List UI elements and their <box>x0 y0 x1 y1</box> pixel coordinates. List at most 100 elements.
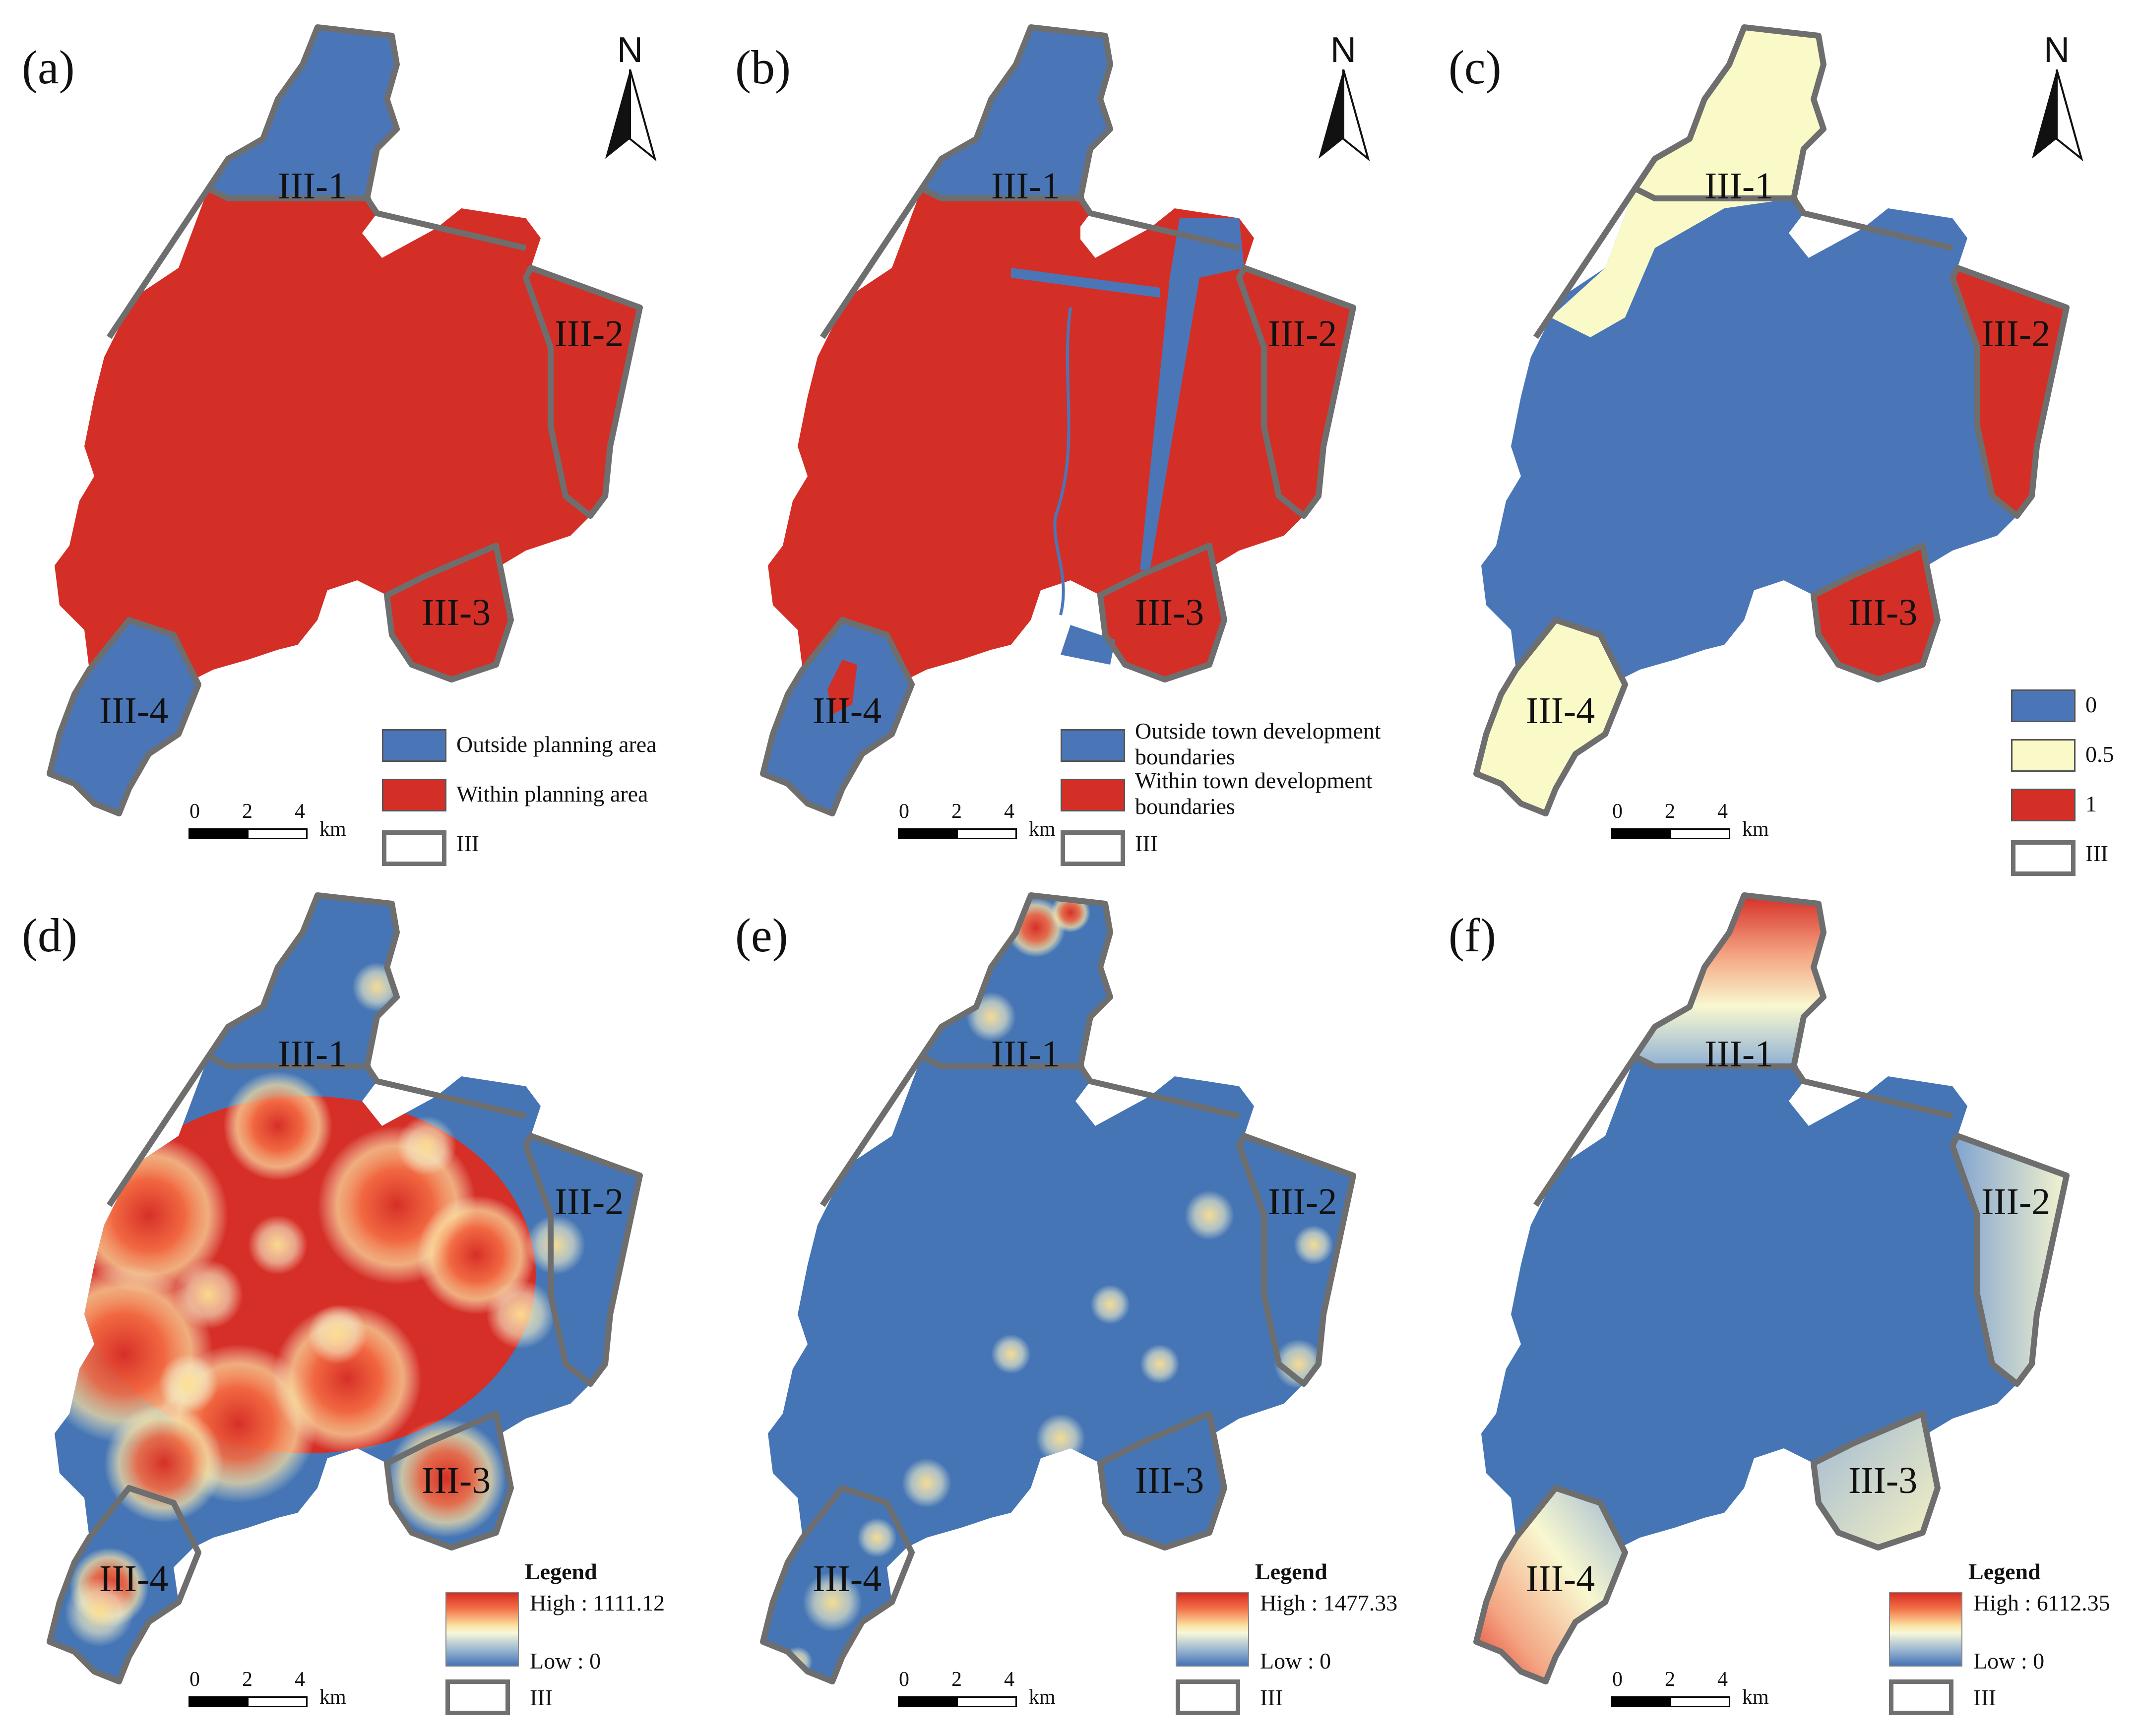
legend-high-label: High : 1111.12 <box>530 1590 665 1615</box>
north-label: N <box>617 30 643 70</box>
legend-swatch <box>382 779 446 811</box>
scale-segment <box>956 828 1017 839</box>
panel-label: (e) <box>735 909 788 962</box>
zone-label: III-2 <box>1981 313 2051 355</box>
map-canvas <box>1473 24 2070 816</box>
warm-spot <box>64 1577 134 1647</box>
legend-label: 0 <box>2085 692 2097 717</box>
warm-spot <box>1185 1190 1234 1240</box>
legend-swatch <box>2011 739 2076 772</box>
zone-label: III-4 <box>1526 1558 1595 1600</box>
zone-label: III-3 <box>1848 1460 1918 1501</box>
scale-segment <box>1670 1696 1730 1707</box>
gradient-zone <box>1476 1488 1625 1681</box>
warm-spot <box>902 1458 951 1508</box>
zone-boundary <box>523 265 643 519</box>
map-canvas <box>47 892 643 1684</box>
gradient-zone <box>1814 1414 1938 1548</box>
zone-label: III-2 <box>555 1181 624 1223</box>
legend-low-label: Low : 0 <box>530 1648 601 1674</box>
map-panel-d: (d) III-1 III-2 III-3 III-4 0 2 4 km Legend High :… <box>0 868 713 1736</box>
legend-swatch-boundary <box>1176 1679 1240 1715</box>
warm-spot <box>526 1215 585 1275</box>
scale-unit: km <box>1742 1686 1769 1709</box>
warm-spot <box>486 1280 556 1349</box>
scale-tick: 2 <box>242 1668 252 1691</box>
warm-spot <box>857 1518 897 1557</box>
legend-swatch <box>2011 789 2076 821</box>
legend-label: Outside planning area <box>456 732 657 757</box>
zone-label: III-3 <box>422 592 491 633</box>
scale-segment <box>1611 1696 1671 1707</box>
zone-boundary <box>1473 617 1628 816</box>
map-panel-f: (f) III-1 III-2 III-3 III-4 0 2 4 km Legend High :… <box>1427 868 2140 1736</box>
legend-swatch-boundary <box>1061 830 1125 866</box>
legend-swatch-boundary <box>382 830 446 866</box>
zone-boundary <box>942 1063 1240 1119</box>
scale-segment <box>189 1696 248 1707</box>
zone-label: III-4 <box>813 690 882 732</box>
zone-boundary <box>820 1054 924 1207</box>
scale-unit: km <box>1029 1686 1056 1709</box>
hotspot <box>223 1071 332 1180</box>
region-outside <box>1140 218 1244 570</box>
scale-tick: 2 <box>951 1668 962 1691</box>
map-canvas <box>47 24 643 816</box>
zone-boundary <box>1236 265 1356 519</box>
zone-label: III-2 <box>1268 1181 1337 1223</box>
legend-color-ramp <box>445 1592 519 1667</box>
gradient-zone <box>1952 1136 2067 1384</box>
scale-tick: 2 <box>951 800 962 823</box>
zone-boundary <box>1811 543 1941 682</box>
region-one <box>1952 268 2067 516</box>
legend-label: Within planning area <box>456 781 648 806</box>
zone-boundary <box>1097 543 1227 682</box>
zone-boundary <box>1811 1411 1941 1550</box>
region-one <box>1814 546 1938 680</box>
warm-spot <box>159 1354 218 1414</box>
hotspot <box>104 1404 223 1523</box>
zone-boundary <box>820 186 924 339</box>
legend-swatch-boundary <box>1889 1679 1953 1715</box>
region-outside <box>1061 625 1115 665</box>
legend-color-ramp <box>1176 1592 1249 1667</box>
scale-tick: 2 <box>1665 1668 1675 1691</box>
zone-boundary <box>228 1063 527 1119</box>
legend-title: Legend <box>1968 1559 2041 1584</box>
scale-tick: 0 <box>1612 1668 1623 1691</box>
zone-label: III-1 <box>278 1033 347 1075</box>
zone-boundary <box>47 1485 201 1684</box>
north-arrow: N <box>2022 30 2091 164</box>
map-canvas <box>1473 892 2070 1684</box>
scale-tick: 4 <box>1717 800 1728 823</box>
scale-bar: 0 2 4 km <box>1611 800 1769 844</box>
legend-high-label: High : 1477.33 <box>1260 1590 1398 1615</box>
scale-unit: km <box>319 818 346 841</box>
zone-boundary <box>1950 265 2070 519</box>
scale-tick: 4 <box>1004 800 1014 823</box>
scale-unit: km <box>1029 818 1056 841</box>
legend-low-label: Low : 0 <box>1260 1648 1331 1674</box>
scale-unit: km <box>319 1686 346 1709</box>
north-arrow-icon <box>1319 69 1370 162</box>
scale-bar: 0 2 4 km <box>1611 1668 1769 1712</box>
zone-boundary <box>107 1054 211 1207</box>
zone-boundary <box>1097 1411 1227 1550</box>
legend-boundary-label: III <box>530 1685 553 1710</box>
scale-tick: 4 <box>295 800 305 823</box>
zone-label: III-1 <box>1704 165 1774 207</box>
warm-spot <box>174 1260 243 1329</box>
region-outside <box>922 27 1110 198</box>
scale-segment <box>1611 828 1671 839</box>
warm-spot <box>1294 1225 1333 1265</box>
zone-boundary <box>760 1485 915 1684</box>
scale-segment <box>956 1696 1017 1707</box>
zone-boundary <box>228 195 527 251</box>
zone-label: III-2 <box>1981 1181 2051 1223</box>
zone-boundary <box>1533 1054 1637 1207</box>
warm-spot <box>397 1116 456 1176</box>
scale-bar: 0 2 4 km <box>189 1668 346 1712</box>
region-outside <box>1011 268 1160 298</box>
north-arrow: N <box>1309 30 1378 164</box>
region-half <box>1551 27 1824 337</box>
